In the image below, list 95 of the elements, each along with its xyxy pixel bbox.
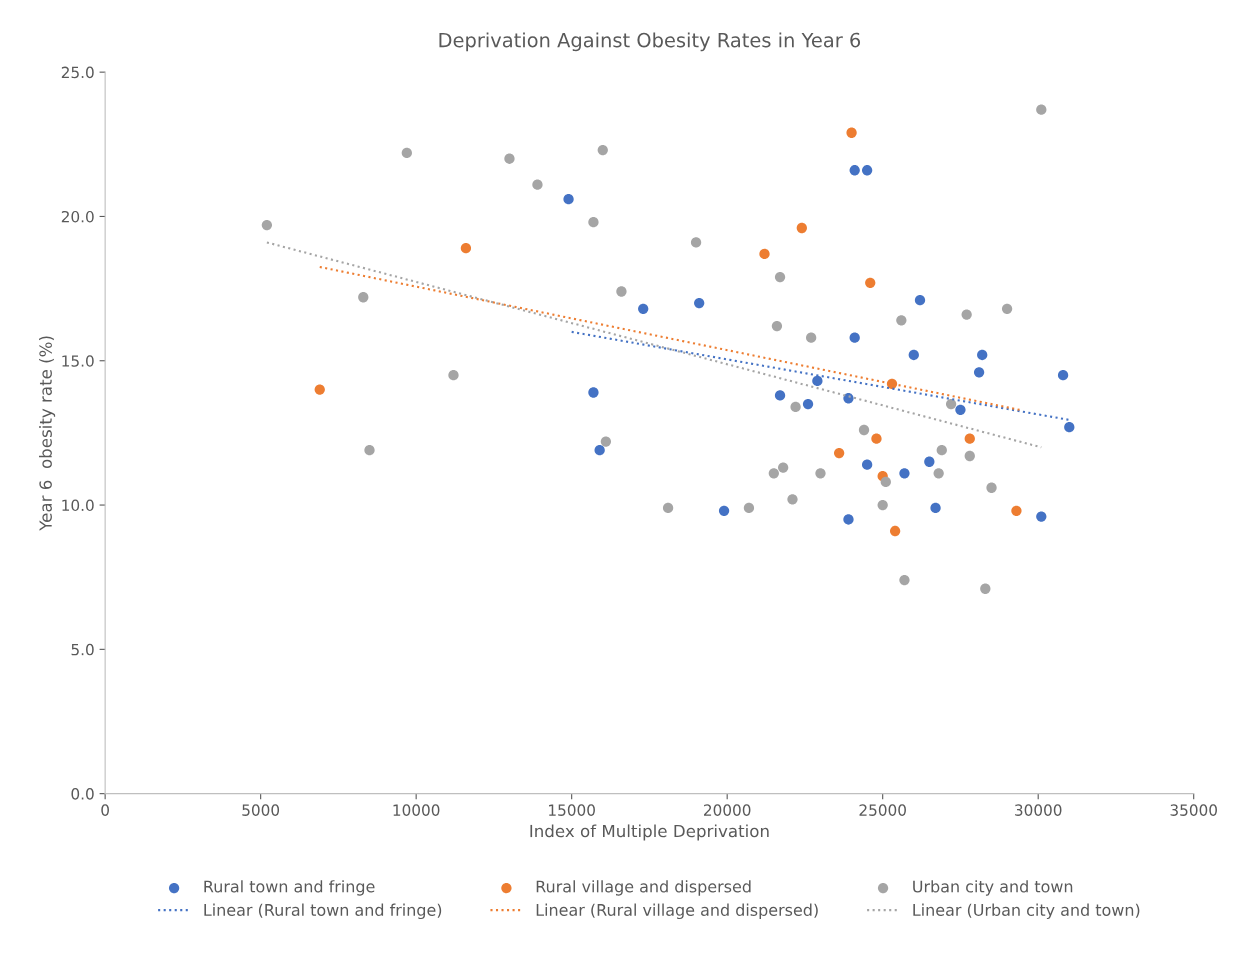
- legend-label: Rural town and fringe: [204, 880, 375, 896]
- point: [861, 459, 873, 470]
- point: [771, 320, 783, 332]
- point: [358, 292, 369, 303]
- legend-label: Rural village and dispersed: [536, 880, 751, 896]
- point: [600, 436, 612, 447]
- legend-label: Linear (Rural village and dispersed): [536, 903, 818, 920]
- point: [858, 424, 870, 436]
- point: [924, 456, 935, 467]
- point: [806, 332, 817, 343]
- point: [759, 248, 770, 260]
- point: [973, 367, 985, 378]
- point: [1001, 303, 1013, 314]
- x-tick-label: 10000: [393, 804, 440, 816]
- legend-label: Linear (Rural town and fringe): [204, 903, 442, 920]
- point: [896, 315, 907, 326]
- point: [914, 294, 926, 306]
- point: [986, 482, 997, 493]
- point: [1064, 421, 1075, 433]
- point: [812, 375, 823, 387]
- point: [802, 398, 814, 410]
- point: [616, 286, 627, 297]
- x-tick-label: 25000: [859, 804, 906, 816]
- y-tick-label: 25.0: [61, 66, 94, 79]
- point: [504, 153, 515, 164]
- x-tick-label: 20000: [704, 804, 751, 816]
- x-axis-title: Index of Multiple Deprivation: [530, 824, 769, 841]
- point: [980, 583, 991, 594]
- point: [843, 514, 854, 525]
- point: [778, 462, 789, 473]
- point: [774, 390, 786, 401]
- point: [563, 193, 574, 205]
- point: [1036, 511, 1047, 522]
- point: [977, 349, 988, 361]
- point: [774, 271, 786, 283]
- y-tick-label: 20.0: [61, 210, 94, 223]
- point: [945, 398, 957, 410]
- point: [961, 309, 972, 320]
- legend-label: Linear (Urban city and town): [913, 903, 1140, 920]
- point: [597, 144, 608, 156]
- y-tick-label: 0.0: [71, 788, 94, 800]
- point: [865, 277, 876, 288]
- point: [532, 179, 543, 190]
- point: [662, 502, 674, 514]
- point: [588, 387, 599, 398]
- point: [743, 502, 755, 514]
- point: [936, 445, 947, 456]
- point: [849, 332, 860, 343]
- point: [889, 525, 901, 537]
- point: [877, 499, 888, 511]
- y-tick-label: 15.0: [62, 355, 94, 367]
- point: [790, 401, 801, 413]
- point: [964, 433, 975, 444]
- chart-title: Deprivation Against Obesity Rates in Year 6: [439, 32, 861, 52]
- point: [401, 147, 412, 159]
- point: [933, 468, 944, 479]
- point: [930, 502, 941, 514]
- point: [1057, 370, 1069, 381]
- point: [834, 447, 845, 459]
- point: [594, 445, 605, 456]
- point: [261, 219, 273, 231]
- point: [880, 476, 891, 488]
- legend-label: Urban city and town: [913, 880, 1073, 896]
- y-axis-title: Year 6 obesity rate (%): [39, 336, 56, 531]
- y-tick-label: 10.0: [62, 499, 94, 512]
- x-tick-label: 0: [101, 804, 109, 816]
- point: [1036, 104, 1047, 115]
- point: [588, 217, 599, 228]
- point: [690, 237, 702, 248]
- point: [849, 165, 860, 176]
- x-tick-label: 30000: [1015, 804, 1062, 816]
- x-tick-label: 15000: [549, 804, 595, 816]
- point: [955, 404, 966, 415]
- point: [314, 384, 325, 395]
- point: [861, 165, 873, 176]
- point: [796, 222, 807, 234]
- point: [815, 468, 826, 479]
- point: [787, 494, 798, 505]
- point: [448, 370, 459, 381]
- x-tick-label: 35000: [1170, 804, 1217, 816]
- x-tick-label: 5000: [242, 804, 280, 816]
- point: [638, 303, 649, 314]
- point: [768, 468, 779, 479]
- point: [964, 450, 975, 462]
- point: [846, 127, 857, 138]
- point: [694, 297, 705, 309]
- point: [899, 468, 910, 479]
- point: [364, 445, 375, 456]
- y-tick-label: 5.0: [71, 643, 94, 656]
- point: [1011, 505, 1022, 516]
- point: [718, 505, 730, 516]
- point: [460, 243, 472, 254]
- point: [899, 574, 910, 586]
- point: [871, 433, 882, 444]
- point: [908, 349, 919, 361]
